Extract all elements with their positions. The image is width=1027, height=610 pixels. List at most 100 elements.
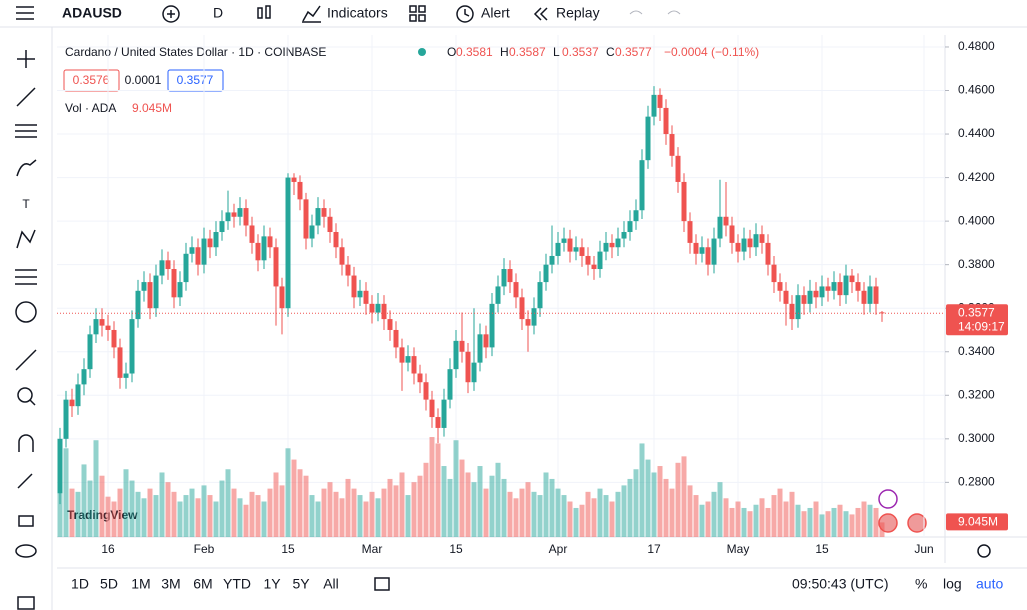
volume-bar xyxy=(711,491,717,537)
volume-bar xyxy=(465,472,471,537)
volume-bar xyxy=(861,501,867,537)
symbol[interactable]: ADAUSD xyxy=(62,5,122,21)
indicators-button[interactable]: Indicators xyxy=(327,5,388,21)
volume-bar xyxy=(693,495,699,537)
range-button[interactable]: 1D xyxy=(71,576,89,592)
candle-body xyxy=(231,212,237,217)
volume-bar xyxy=(675,462,681,537)
countdown: 14:09:17 xyxy=(958,319,1005,333)
candle-body xyxy=(651,94,657,117)
volume-bar xyxy=(783,501,789,537)
candle-body xyxy=(333,232,339,248)
range-button[interactable]: 1M xyxy=(131,576,150,592)
candle-body xyxy=(315,208,321,226)
candle-body xyxy=(411,356,417,374)
volume-bar xyxy=(585,491,591,537)
text-tool-icon[interactable]: T xyxy=(22,197,30,211)
settings-icon[interactable] xyxy=(977,544,991,558)
volume-bar xyxy=(687,485,693,537)
ohlc-letter: L xyxy=(553,45,560,59)
candle-body xyxy=(807,290,813,304)
range-button[interactable]: 6M xyxy=(193,576,212,592)
volume-bar xyxy=(513,498,519,537)
volume-bar xyxy=(801,511,807,537)
auto-toggle[interactable]: auto xyxy=(976,576,1003,592)
log-toggle[interactable]: log xyxy=(943,576,962,592)
volume-bar xyxy=(549,478,555,537)
layouts-button[interactable] xyxy=(409,5,426,22)
y-tick-label: 0.4000 xyxy=(958,213,995,227)
volume-bar xyxy=(759,498,765,537)
candle-body xyxy=(135,290,141,320)
candle-body xyxy=(519,297,525,320)
compare-button[interactable] xyxy=(162,5,180,23)
candle-body xyxy=(771,264,777,283)
volume-bar xyxy=(639,443,645,537)
range-button[interactable]: All xyxy=(323,576,339,592)
volume-bar xyxy=(573,507,579,537)
candle-body xyxy=(537,282,543,309)
candle-body xyxy=(111,329,117,348)
volume-bar xyxy=(357,495,363,537)
volume-bar xyxy=(213,501,219,537)
candle-body xyxy=(429,399,435,418)
range-button[interactable]: 5Y xyxy=(292,576,310,592)
volume-bar xyxy=(123,469,129,537)
range-button[interactable]: 3M xyxy=(161,576,180,592)
ask-price[interactable]: 0.3577 xyxy=(177,73,214,87)
volume-bar xyxy=(519,488,525,537)
interval[interactable]: D xyxy=(213,5,223,21)
volume-bar xyxy=(225,469,231,537)
volume-bar xyxy=(489,475,495,537)
candle-body xyxy=(183,253,189,283)
range-button[interactable]: 5D xyxy=(100,576,118,592)
volume-bar xyxy=(63,448,69,537)
replay-icon[interactable] xyxy=(533,7,548,21)
volume-title: Vol · ADA xyxy=(65,101,116,115)
candle-body xyxy=(375,303,381,313)
volume-bar xyxy=(795,504,801,537)
candle-body xyxy=(675,155,681,182)
volume-bar xyxy=(645,459,651,537)
volume-bar xyxy=(651,472,657,537)
volume-bar xyxy=(363,501,369,537)
volume-bar xyxy=(345,478,351,537)
candle-body xyxy=(69,399,75,407)
range-button[interactable]: 1Y xyxy=(263,576,281,592)
percent-toggle[interactable]: % xyxy=(915,576,927,592)
alert-icon[interactable] xyxy=(456,5,474,23)
volume-bar xyxy=(423,462,429,537)
x-tick-label: May xyxy=(727,542,750,556)
candle-body xyxy=(759,234,765,243)
replay-button[interactable]: Replay xyxy=(556,5,600,21)
candle-body xyxy=(801,295,807,304)
candle-body xyxy=(669,134,675,156)
candle-body xyxy=(861,290,867,304)
undo-redo[interactable] xyxy=(629,10,681,15)
candle-body xyxy=(303,199,309,239)
candle-body xyxy=(597,251,603,270)
candle-body xyxy=(105,325,111,330)
x-tick-label: Apr xyxy=(549,542,568,556)
volume-bar xyxy=(735,501,741,537)
x-tick-label: 17 xyxy=(647,542,661,556)
volume-bar xyxy=(153,495,159,537)
volume-bar xyxy=(141,498,147,537)
alert-button[interactable]: Alert xyxy=(481,5,510,21)
y-tick-label: 0.4200 xyxy=(958,170,995,184)
chart-type-button[interactable] xyxy=(257,5,271,19)
candle-body xyxy=(639,160,645,211)
drawing-tools[interactable]: T xyxy=(15,50,37,610)
candle-body xyxy=(237,208,243,217)
candle-body xyxy=(855,282,861,291)
indicators-icon[interactable] xyxy=(302,5,321,23)
menu-button[interactable] xyxy=(16,6,34,20)
range-button[interactable]: YTD xyxy=(223,576,251,592)
candle-body xyxy=(165,260,171,270)
date-range-icon[interactable] xyxy=(374,577,390,591)
bid-price[interactable]: 0.3576 xyxy=(73,73,110,87)
candle-body xyxy=(579,247,585,256)
candle-body xyxy=(795,295,801,320)
volume-bar xyxy=(393,485,399,537)
